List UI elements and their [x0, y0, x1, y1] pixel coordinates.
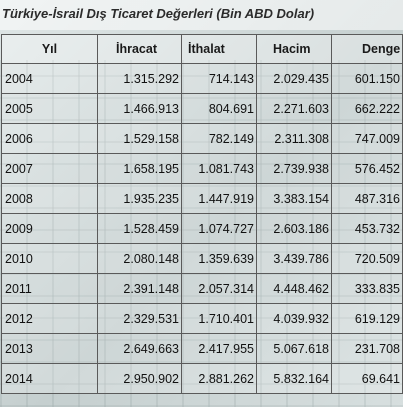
cell-denge: 601.150: [331, 63, 403, 94]
cell-yil: 2008: [1, 183, 98, 214]
cell-denge: 453.732: [331, 213, 403, 244]
cell-yil: 2005: [1, 93, 98, 124]
cell-ithalat: 1.081.743: [181, 153, 257, 184]
table-title: Türkiye-İsrail Dış Ticaret Değerleri (Bi…: [2, 6, 315, 21]
cell-ihracat: 2.329.531: [97, 303, 182, 334]
cell-ihracat: 2.391.148: [97, 273, 182, 304]
cell-hacim: 4.448.462: [256, 273, 332, 304]
cell-ihracat: 1.528.459: [97, 213, 182, 244]
cell-yil: 2010: [1, 243, 98, 274]
cell-yil: 2011: [1, 273, 98, 304]
cell-yil: 2006: [1, 123, 98, 154]
cell-ihracat: 1.529.158: [97, 123, 182, 154]
cell-ithalat: 782.149: [181, 123, 257, 154]
cell-hacim: 2.739.938: [256, 153, 332, 184]
cell-ihracat: 1.315.292: [97, 63, 182, 94]
cell-hacim: 2.271.603: [256, 93, 332, 124]
cell-denge: 231.708: [331, 333, 403, 364]
table-row: 2009 1.528.459 1.074.727 2.603.186 453.732: [1, 213, 403, 244]
header-ihracat: İhracat: [97, 34, 182, 64]
cell-yil: 2012: [1, 303, 98, 334]
cell-denge: 619.129: [331, 303, 403, 334]
cell-yil: 2013: [1, 333, 98, 364]
cell-ithalat: 1.447.919: [181, 183, 257, 214]
cell-ithalat: 2.881.262: [181, 363, 257, 394]
cell-hacim: 2.029.435: [256, 63, 332, 94]
table-row: 2007 1.658.195 1.081.743 2.739.938 576.452: [1, 153, 403, 184]
header-row: Yıl İhracat İthalat Hacim Denge: [1, 34, 403, 64]
cell-ihracat: 2.950.902: [97, 363, 182, 394]
cell-denge: 69.641: [331, 363, 403, 394]
cell-hacim: 2.311.308: [256, 123, 332, 154]
cell-ithalat: 2.417.955: [181, 333, 257, 364]
table-row: 2011 2.391.148 2.057.314 4.448.462 333.835: [1, 273, 403, 304]
cell-ihracat: 1.935.235: [97, 183, 182, 214]
cell-ithalat: 2.057.314: [181, 273, 257, 304]
cell-denge: 487.316: [331, 183, 403, 214]
header-hacim: Hacim: [256, 34, 332, 64]
cell-denge: 662.222: [331, 93, 403, 124]
table-row: 2013 2.649.663 2.417.955 5.067.618 231.708: [1, 333, 403, 364]
header-denge: Denge: [331, 34, 403, 64]
cell-ihracat: 1.658.195: [97, 153, 182, 184]
table-row: 2012 2.329.531 1.710.401 4.039.932 619.129: [1, 303, 403, 334]
cell-hacim: 5.067.618: [256, 333, 332, 364]
cell-ithalat: 804.691: [181, 93, 257, 124]
cell-yil: 2007: [1, 153, 98, 184]
table-row: 2010 2.080.148 1.359.639 3.439.786 720.509: [1, 243, 403, 274]
cell-hacim: 2.603.186: [256, 213, 332, 244]
cell-yil: 2014: [1, 363, 98, 394]
cell-ithalat: 714.143: [181, 63, 257, 94]
cell-denge: 576.452: [331, 153, 403, 184]
table-row: 2005 1.466.913 804.691 2.271.603 662.222: [1, 93, 403, 124]
cell-hacim: 4.039.932: [256, 303, 332, 334]
header-yil: Yıl: [1, 34, 98, 64]
cell-ihracat: 2.080.148: [97, 243, 182, 274]
cell-hacim: 3.439.786: [256, 243, 332, 274]
cell-ithalat: 1.710.401: [181, 303, 257, 334]
cell-hacim: 5.832.164: [256, 363, 332, 394]
table-row: 2004 1.315.292 714.143 2.029.435 601.150: [1, 63, 403, 94]
table-row: 2006 1.529.158 782.149 2.311.308 747.009: [1, 123, 403, 154]
header-ithalat: İthalat: [181, 34, 257, 64]
table-row: 2014 2.950.902 2.881.262 5.832.164 69.641: [1, 363, 403, 394]
trade-table: Yıl İhracat İthalat Hacim Denge 2004 1.31…: [1, 34, 403, 394]
cell-ihracat: 2.649.663: [97, 333, 182, 364]
cell-hacim: 3.383.154: [256, 183, 332, 214]
cell-denge: 747.009: [331, 123, 403, 154]
table-body: 2004 1.315.292 714.143 2.029.435 601.150 2005…: [1, 63, 403, 394]
cell-denge: 333.835: [331, 273, 403, 304]
table-row: 2008 1.935.235 1.447.919 3.383.154 487.316: [1, 183, 403, 214]
cell-ihracat: 1.466.913: [97, 93, 182, 124]
cell-ithalat: 1.074.727: [181, 213, 257, 244]
cell-ithalat: 1.359.639: [181, 243, 257, 274]
cell-denge: 720.509: [331, 243, 403, 274]
cell-yil: 2009: [1, 213, 98, 244]
cell-yil: 2004: [1, 63, 98, 94]
